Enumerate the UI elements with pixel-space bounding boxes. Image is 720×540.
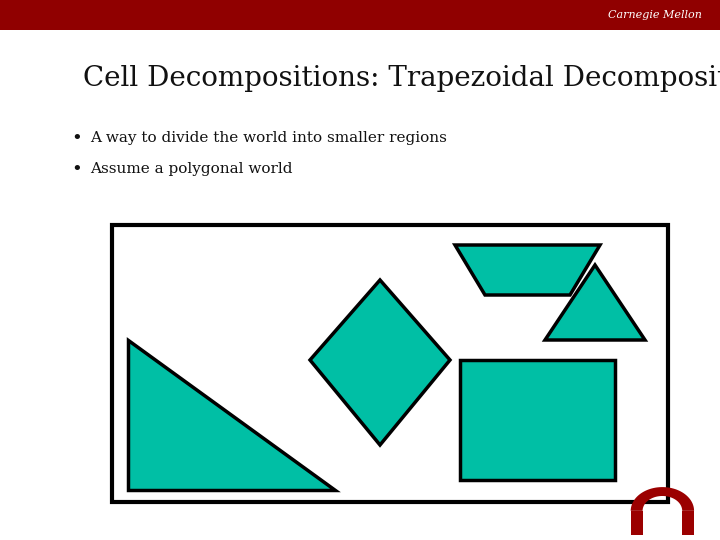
Text: Cell Decompositions: Trapezoidal Decomposition: Cell Decompositions: Trapezoidal Decompo… xyxy=(83,65,720,92)
Text: •: • xyxy=(72,129,82,147)
Polygon shape xyxy=(128,340,335,490)
Bar xyxy=(460,360,615,480)
Bar xyxy=(683,511,694,535)
Bar xyxy=(631,511,642,535)
Polygon shape xyxy=(310,280,450,445)
Text: Assume a polygonal world: Assume a polygonal world xyxy=(90,162,292,176)
Polygon shape xyxy=(545,265,645,340)
Text: •: • xyxy=(72,160,82,178)
Polygon shape xyxy=(631,487,694,511)
Text: A way to divide the world into smaller regions: A way to divide the world into smaller r… xyxy=(90,131,447,145)
Bar xyxy=(0,0,720,30)
Polygon shape xyxy=(455,245,600,295)
Bar xyxy=(112,225,668,502)
Text: Carnegie Mellon: Carnegie Mellon xyxy=(608,10,702,20)
